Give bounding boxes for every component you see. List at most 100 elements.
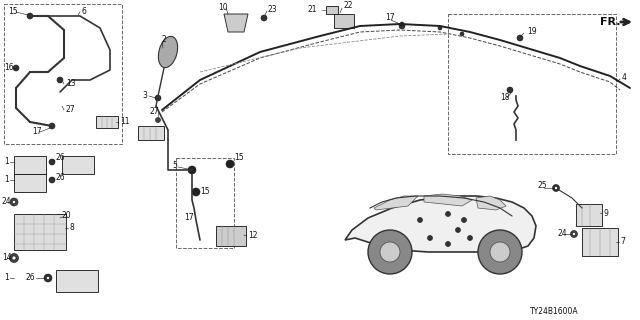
Circle shape <box>517 35 523 41</box>
Bar <box>14 156 46 174</box>
Text: FR.: FR. <box>600 17 621 27</box>
Circle shape <box>156 117 161 123</box>
Circle shape <box>57 77 63 83</box>
Polygon shape <box>224 14 248 32</box>
Circle shape <box>438 26 442 30</box>
Bar <box>576 204 602 226</box>
Text: 7: 7 <box>620 237 625 246</box>
Circle shape <box>554 187 557 189</box>
Text: 1: 1 <box>4 157 9 166</box>
Text: 19: 19 <box>527 28 536 36</box>
Text: 4: 4 <box>622 74 627 83</box>
Bar <box>62 156 94 174</box>
Circle shape <box>461 218 467 222</box>
Text: 15: 15 <box>234 154 244 163</box>
Text: 17: 17 <box>184 213 194 222</box>
Bar <box>326 6 338 14</box>
Circle shape <box>49 177 55 183</box>
Circle shape <box>44 274 52 282</box>
Circle shape <box>155 95 161 101</box>
Circle shape <box>12 256 16 260</box>
Text: 14: 14 <box>2 253 12 262</box>
Polygon shape <box>476 196 506 210</box>
Text: 26: 26 <box>56 172 66 181</box>
Text: 26: 26 <box>26 274 36 283</box>
Circle shape <box>192 188 200 196</box>
Bar <box>334 14 354 28</box>
Text: 1: 1 <box>4 175 9 185</box>
Text: TY24B1600A: TY24B1600A <box>530 308 579 316</box>
Text: 17: 17 <box>32 127 42 137</box>
Text: 24: 24 <box>558 229 568 238</box>
Text: 15: 15 <box>200 188 210 196</box>
Text: 18: 18 <box>500 93 509 102</box>
Text: 24: 24 <box>2 197 12 206</box>
Text: 13: 13 <box>66 79 76 89</box>
Text: 23: 23 <box>268 5 278 14</box>
Circle shape <box>10 253 19 262</box>
Circle shape <box>49 123 55 129</box>
Circle shape <box>570 230 577 237</box>
Circle shape <box>399 23 405 29</box>
Bar <box>582 228 618 256</box>
Bar <box>96 116 118 128</box>
Text: 27: 27 <box>66 106 76 115</box>
Text: 17: 17 <box>385 13 395 22</box>
Bar <box>448 14 616 154</box>
Circle shape <box>507 87 513 93</box>
Polygon shape <box>424 194 472 206</box>
Polygon shape <box>345 196 536 252</box>
Text: 27: 27 <box>150 108 159 116</box>
Text: 5: 5 <box>172 162 177 171</box>
Circle shape <box>573 233 575 236</box>
Text: 25: 25 <box>538 181 548 190</box>
Circle shape <box>380 242 400 262</box>
Circle shape <box>49 159 55 165</box>
Text: 10: 10 <box>218 4 228 12</box>
Circle shape <box>478 230 522 274</box>
Text: 22: 22 <box>344 2 353 11</box>
Circle shape <box>456 228 461 233</box>
Bar <box>176 158 234 248</box>
Circle shape <box>445 242 451 246</box>
Circle shape <box>368 230 412 274</box>
Circle shape <box>47 276 49 279</box>
Bar <box>138 126 164 140</box>
Text: 21: 21 <box>308 5 317 14</box>
Circle shape <box>13 65 19 71</box>
Text: 11: 11 <box>120 117 129 126</box>
Bar <box>14 214 66 250</box>
Bar <box>216 226 246 246</box>
Polygon shape <box>374 196 418 210</box>
Text: 8: 8 <box>70 223 75 233</box>
Circle shape <box>400 22 404 26</box>
Ellipse shape <box>158 36 178 68</box>
Circle shape <box>467 236 472 241</box>
Circle shape <box>13 201 15 204</box>
Circle shape <box>552 185 559 191</box>
Text: 26: 26 <box>56 154 66 163</box>
Text: 3: 3 <box>142 92 147 100</box>
Circle shape <box>27 13 33 19</box>
Text: 16: 16 <box>4 63 13 73</box>
Bar <box>56 270 98 292</box>
Circle shape <box>10 198 18 206</box>
Bar <box>4 4 122 144</box>
Circle shape <box>460 32 464 36</box>
Circle shape <box>417 218 422 222</box>
Circle shape <box>226 160 234 168</box>
Text: 15: 15 <box>8 7 18 17</box>
Circle shape <box>428 236 433 241</box>
Circle shape <box>490 242 510 262</box>
Circle shape <box>261 15 267 21</box>
Circle shape <box>54 214 61 221</box>
Bar <box>14 174 46 192</box>
Text: 20: 20 <box>62 212 72 220</box>
Text: 2: 2 <box>162 36 167 44</box>
Circle shape <box>188 166 196 174</box>
Text: 12: 12 <box>248 231 257 241</box>
Text: 6: 6 <box>82 7 87 17</box>
Text: 9: 9 <box>604 209 609 218</box>
Circle shape <box>445 212 451 217</box>
Text: 1: 1 <box>4 274 9 283</box>
